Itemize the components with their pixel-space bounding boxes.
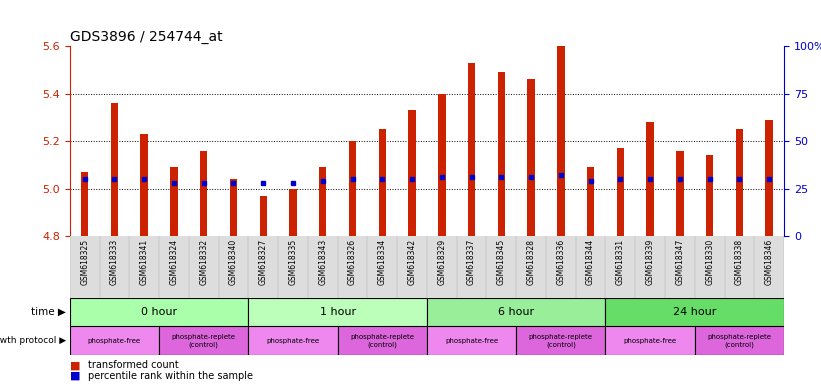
Bar	[498, 72, 505, 236]
Text: GSM618333: GSM618333	[110, 239, 119, 285]
Text: GDS3896 / 254744_at: GDS3896 / 254744_at	[70, 30, 222, 44]
Text: GSM618339: GSM618339	[645, 239, 654, 285]
Text: GSM618331: GSM618331	[616, 239, 625, 285]
Bar	[140, 134, 148, 236]
Bar	[765, 120, 773, 236]
Bar	[319, 167, 327, 236]
Text: ■: ■	[70, 371, 80, 381]
Bar	[200, 151, 208, 236]
Bar	[159, 326, 248, 355]
Text: phosphate-replete
(control): phosphate-replete (control)	[529, 334, 593, 348]
Text: percentile rank within the sample: percentile rank within the sample	[88, 371, 253, 381]
Bar	[736, 129, 743, 236]
Text: phosphate-replete
(control): phosphate-replete (control)	[172, 334, 236, 348]
Bar	[408, 110, 415, 236]
Bar	[111, 103, 118, 236]
Text: GSM618344: GSM618344	[586, 239, 595, 285]
Text: GSM618341: GSM618341	[140, 239, 149, 285]
Bar	[606, 326, 695, 355]
Bar	[248, 326, 337, 355]
Bar	[259, 196, 267, 236]
Bar	[438, 94, 446, 236]
Text: GSM618340: GSM618340	[229, 239, 238, 285]
Text: GSM618347: GSM618347	[676, 239, 685, 285]
Bar	[248, 298, 427, 326]
Text: 0 hour: 0 hour	[141, 307, 177, 317]
Text: GSM618342: GSM618342	[407, 239, 416, 285]
Text: GSM618325: GSM618325	[80, 239, 89, 285]
Text: 1 hour: 1 hour	[319, 307, 355, 317]
Text: phosphate-free: phosphate-free	[624, 338, 677, 344]
Bar	[516, 326, 606, 355]
Text: 6 hour: 6 hour	[498, 307, 534, 317]
Text: GSM618327: GSM618327	[259, 239, 268, 285]
Bar	[289, 189, 296, 236]
Text: GSM618345: GSM618345	[497, 239, 506, 285]
Bar	[81, 172, 89, 236]
Bar	[527, 79, 534, 236]
Bar	[617, 148, 624, 236]
Bar	[587, 167, 594, 236]
Text: GSM618324: GSM618324	[169, 239, 178, 285]
Bar	[677, 151, 684, 236]
Text: transformed count: transformed count	[88, 360, 179, 371]
Text: GSM618335: GSM618335	[288, 239, 297, 285]
Bar	[70, 298, 248, 326]
Text: GSM618330: GSM618330	[705, 239, 714, 285]
Bar	[427, 298, 606, 326]
Text: GSM618337: GSM618337	[467, 239, 476, 285]
Text: GSM618346: GSM618346	[764, 239, 773, 285]
Text: phosphate-free: phosphate-free	[267, 338, 319, 344]
Bar	[706, 156, 713, 236]
Text: phosphate-replete
(control): phosphate-replete (control)	[351, 334, 415, 348]
Text: ■: ■	[70, 360, 80, 371]
Text: phosphate-free: phosphate-free	[88, 338, 141, 344]
Bar	[337, 326, 427, 355]
Bar	[378, 129, 386, 236]
Text: phosphate-free: phosphate-free	[445, 338, 498, 344]
Text: GSM618329: GSM618329	[438, 239, 447, 285]
Bar	[349, 141, 356, 236]
Text: 24 hour: 24 hour	[673, 307, 717, 317]
Text: GSM618328: GSM618328	[526, 239, 535, 285]
Bar	[170, 167, 177, 236]
Text: GSM618334: GSM618334	[378, 239, 387, 285]
Bar	[606, 298, 784, 326]
Bar	[557, 46, 565, 236]
Bar	[695, 326, 784, 355]
Bar	[427, 326, 516, 355]
Bar	[468, 63, 475, 236]
Text: GSM618336: GSM618336	[557, 239, 566, 285]
Bar	[70, 326, 159, 355]
Text: GSM618343: GSM618343	[319, 239, 328, 285]
Text: growth protocol ▶: growth protocol ▶	[0, 336, 66, 345]
Text: phosphate-replete
(control): phosphate-replete (control)	[708, 334, 772, 348]
Bar	[646, 122, 654, 236]
Text: GSM618326: GSM618326	[348, 239, 357, 285]
Text: GSM618338: GSM618338	[735, 239, 744, 285]
Text: time ▶: time ▶	[31, 307, 66, 317]
Text: GSM618332: GSM618332	[200, 239, 209, 285]
Bar	[230, 179, 237, 236]
